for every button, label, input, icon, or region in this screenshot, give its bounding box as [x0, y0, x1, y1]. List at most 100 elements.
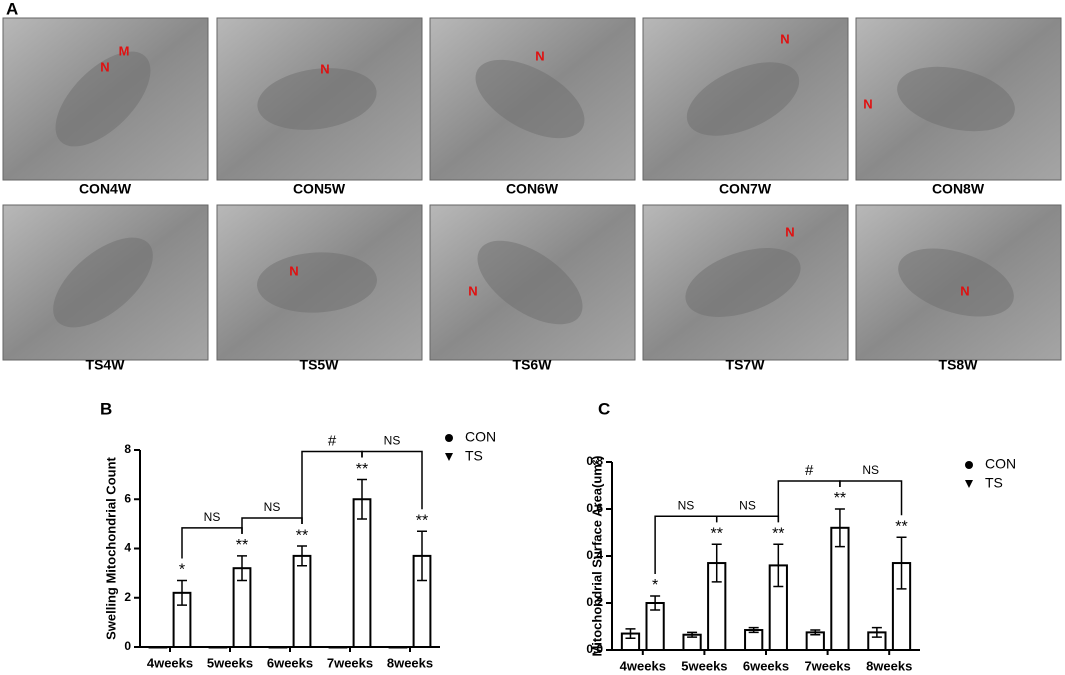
image-caption: CON6W — [506, 181, 559, 197]
bracket-label: NS — [204, 510, 221, 524]
error-bar — [810, 629, 821, 636]
bracket-label: # — [805, 462, 814, 479]
bracket-label: NS — [384, 434, 401, 448]
significance-bracket — [361, 450, 423, 510]
significance: ** — [895, 518, 907, 535]
image-caption: TS4W — [86, 357, 126, 373]
nucleus-label: N — [320, 61, 329, 76]
cell-shape — [477, 240, 583, 325]
error-bar — [625, 628, 636, 639]
error-bar — [896, 536, 907, 590]
panel-label: C — [598, 399, 610, 418]
image-caption: TS7W — [726, 357, 766, 373]
nucleus-label: N — [780, 31, 789, 46]
y-tick-label: 8 — [124, 442, 131, 456]
x-tick-label: 4weeks — [620, 658, 666, 673]
x-tick-label: 8weeks — [866, 658, 912, 673]
legend-marker — [965, 480, 973, 488]
y-axis-label: Mitochondrial Surface Area(um²) — [589, 455, 604, 656]
error-bar — [177, 579, 187, 606]
significance-bracket — [715, 515, 780, 523]
cell-shape — [898, 248, 1014, 317]
panel-label: A — [6, 0, 18, 18]
nucleus-label: N — [960, 283, 969, 298]
cell-shape — [475, 59, 585, 139]
error-bar — [773, 543, 784, 588]
y-tick-label: 0.0 — [586, 642, 603, 656]
x-tick-label: 7weeks — [327, 655, 373, 670]
legend-label: TS — [465, 448, 483, 464]
cell-shape — [686, 62, 800, 136]
nucleus-label: N — [289, 263, 298, 278]
y-tick-label: 6 — [124, 491, 131, 505]
y-tick-label: 0 — [124, 639, 131, 653]
nucleus-label: N — [785, 224, 794, 239]
significance-bracket — [839, 480, 903, 516]
nucleus-label: N — [100, 59, 109, 74]
significance: ** — [356, 461, 368, 478]
error-bar — [711, 543, 722, 583]
error-bar — [834, 508, 845, 548]
cell-shape — [257, 252, 377, 313]
bar — [352, 498, 372, 648]
cell-shape — [897, 66, 1015, 132]
image-caption: CON4W — [79, 181, 132, 197]
error-bar — [297, 545, 307, 567]
legend-label: TS — [985, 475, 1003, 491]
x-tick-label: 5weeks — [681, 658, 727, 673]
legend-label: CON — [465, 429, 496, 445]
cell-shape — [53, 237, 153, 328]
x-tick-label: 6weeks — [267, 655, 313, 670]
error-bar — [357, 478, 367, 520]
significance: ** — [296, 527, 308, 544]
legend-label: CON — [985, 456, 1016, 472]
y-tick-label: 0.8 — [586, 454, 603, 468]
bracket-label: # — [328, 433, 337, 450]
bracket-label: NS — [862, 463, 879, 477]
y-tick-label: 0.6 — [586, 501, 603, 515]
cell-shape — [257, 68, 377, 130]
significance: ** — [416, 512, 428, 529]
y-tick-label: 4 — [124, 541, 131, 555]
y-tick-label: 0.4 — [586, 548, 603, 562]
significance: ** — [772, 525, 784, 542]
image-caption: CON5W — [293, 181, 346, 197]
nucleus-label: N — [535, 48, 544, 63]
image-caption: TS8W — [939, 357, 979, 373]
legend-marker — [965, 461, 973, 469]
nucleus-label: N — [468, 283, 477, 298]
bar — [292, 554, 312, 649]
error-bar — [417, 530, 427, 582]
x-tick-label: 7weeks — [804, 658, 850, 673]
error-bar — [871, 626, 882, 638]
significance-bracket — [241, 517, 303, 534]
image-caption: TS6W — [513, 357, 553, 373]
bracket-label: NS — [739, 498, 756, 512]
x-tick-label: 6weeks — [743, 658, 789, 673]
significance-bracket — [181, 527, 243, 559]
nucleus-label: N — [863, 96, 872, 111]
x-tick-label: 4weeks — [147, 655, 193, 670]
image-caption: CON7W — [719, 181, 772, 197]
x-tick-label: 5weeks — [207, 655, 253, 670]
error-bar — [237, 555, 247, 582]
error-bar — [650, 595, 661, 611]
cell-shape — [55, 51, 151, 147]
significance: ** — [834, 490, 846, 507]
cell-shape — [685, 248, 801, 317]
significance: ** — [710, 525, 722, 542]
significance: * — [179, 562, 185, 579]
y-axis-label: Swelling Mitochondrial Count — [103, 456, 118, 639]
error-bar — [687, 631, 698, 638]
panel-label: B — [100, 399, 112, 418]
nucleus-label: M — [119, 43, 130, 58]
bracket-label: NS — [264, 500, 281, 514]
significance: * — [652, 577, 658, 594]
significance: ** — [236, 537, 248, 554]
image-caption: TS5W — [300, 357, 340, 373]
image-caption: CON8W — [932, 181, 985, 197]
x-tick-label: 8weeks — [387, 655, 433, 670]
legend-marker — [445, 453, 453, 461]
legend-marker — [445, 434, 453, 442]
